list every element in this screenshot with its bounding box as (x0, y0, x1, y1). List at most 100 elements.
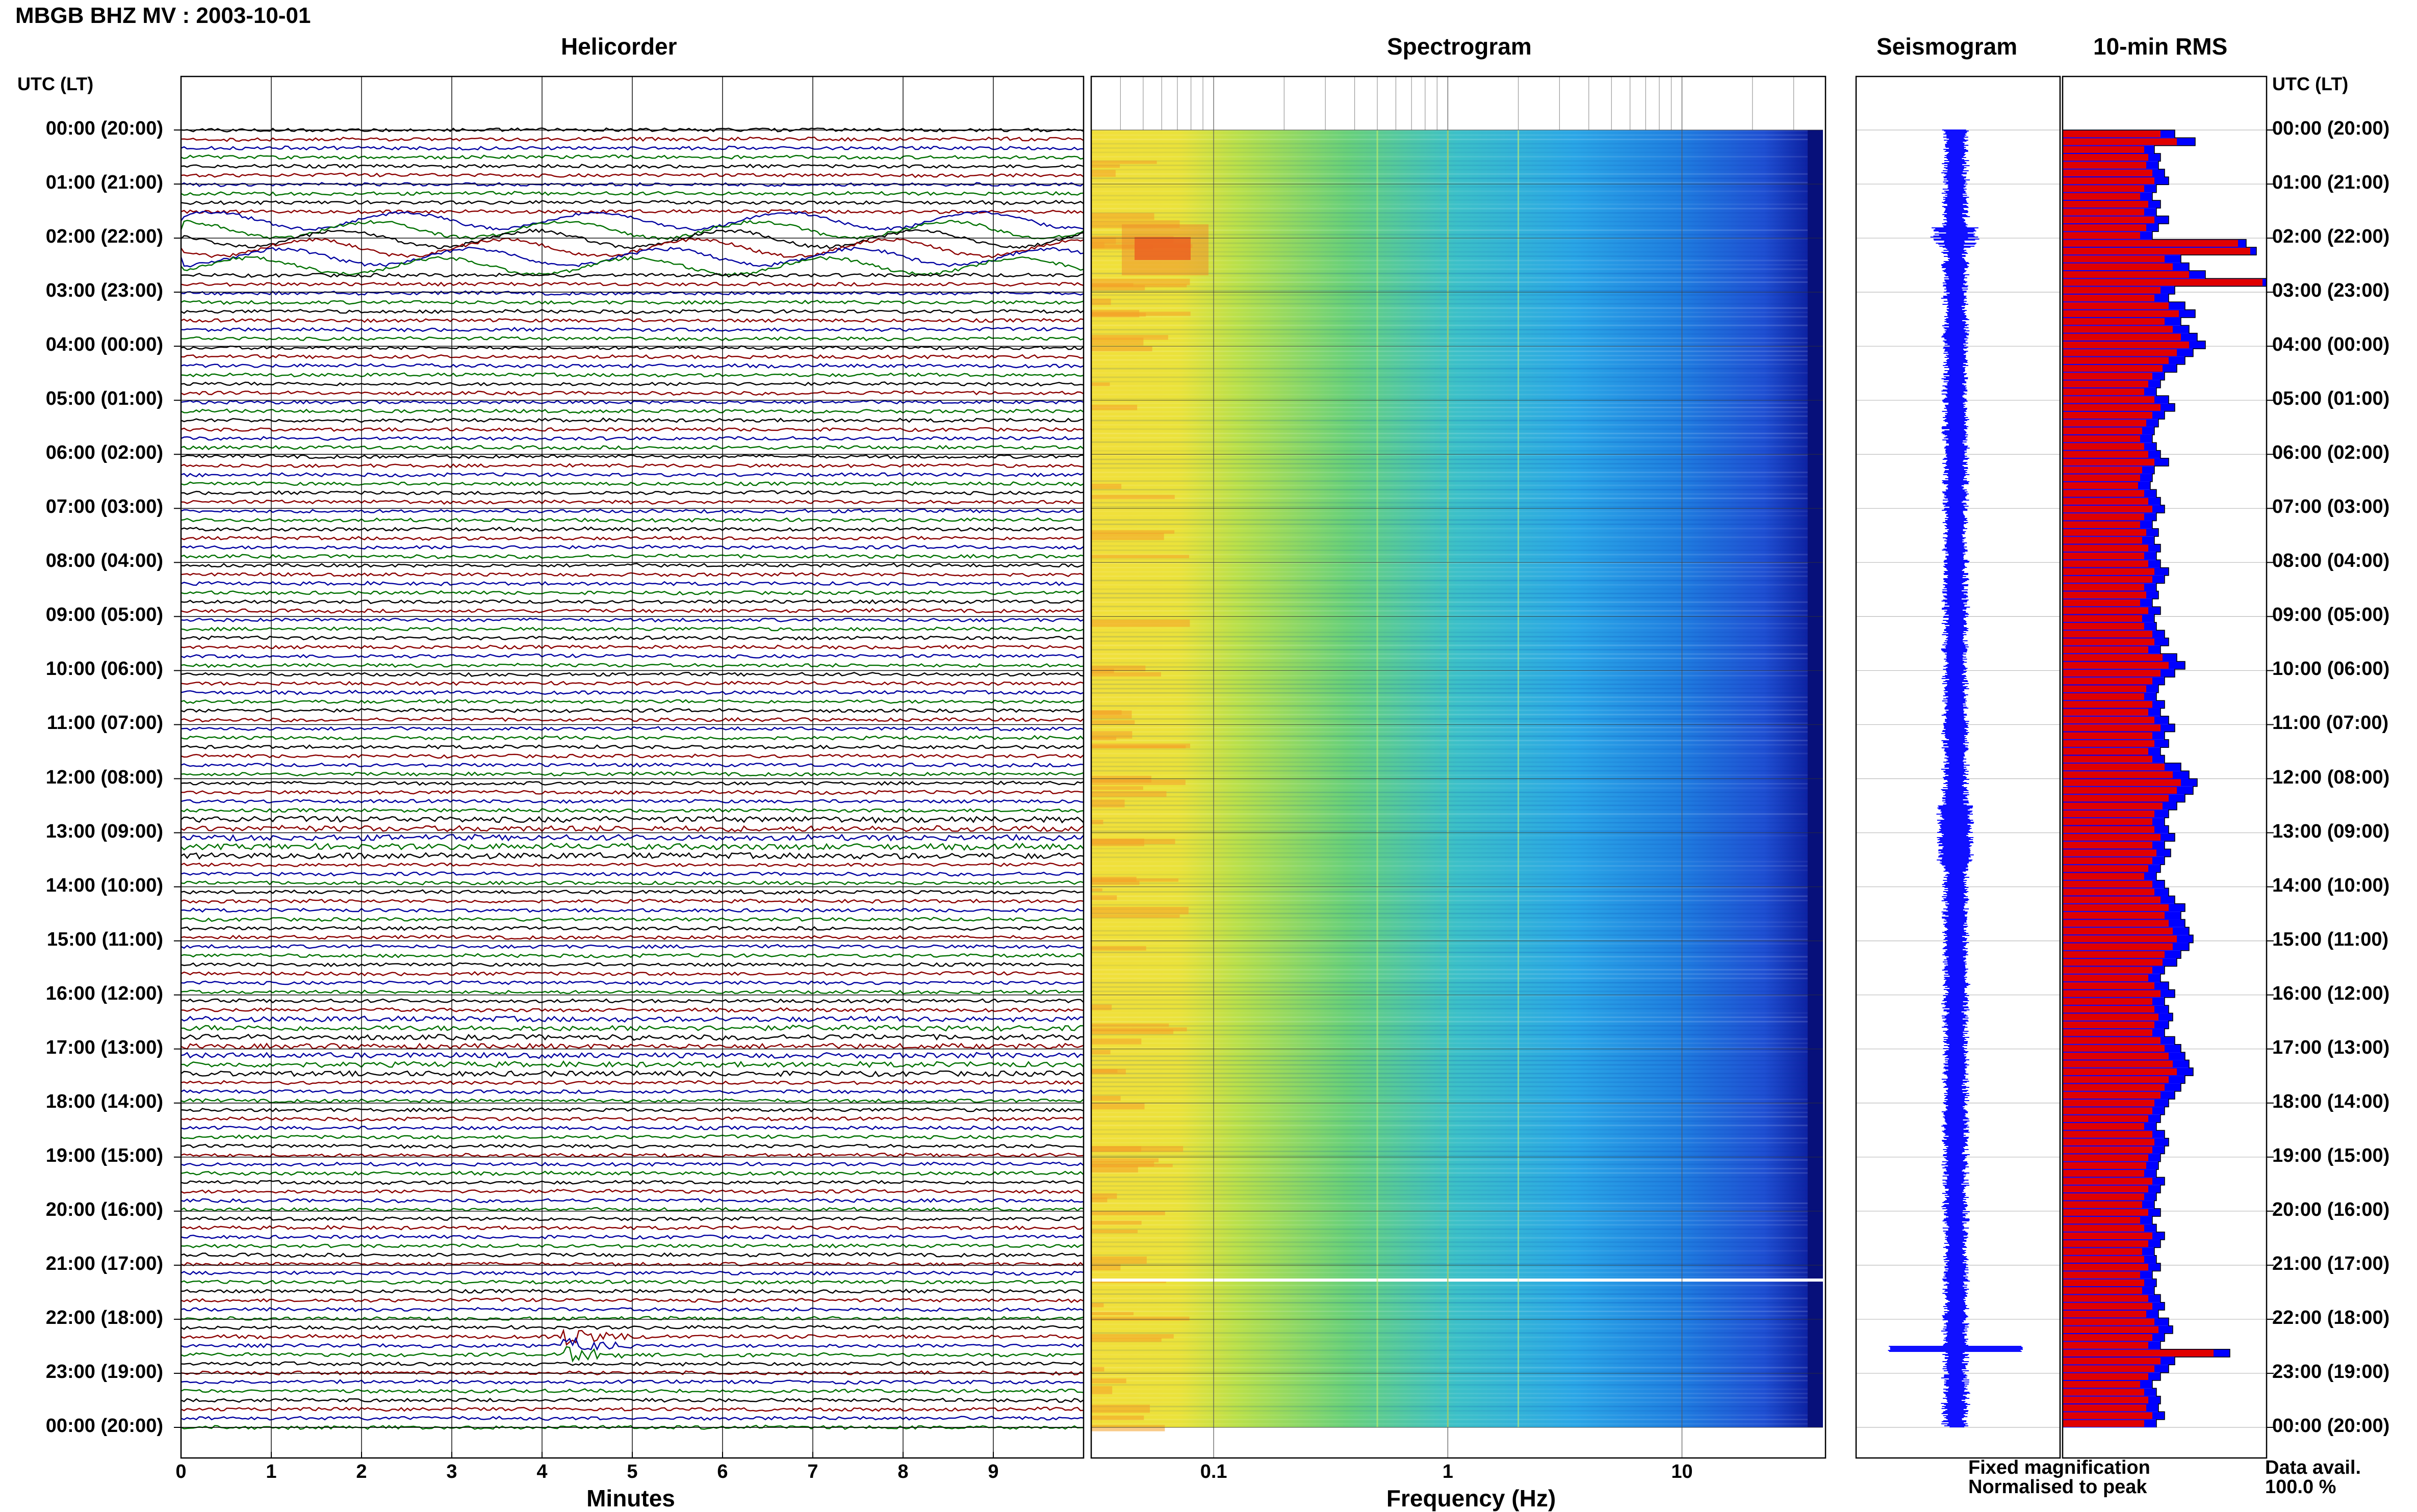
spectrogram-row (1091, 428, 1823, 430)
rms-bar-normalised (2063, 818, 2152, 825)
spectrogram-row (1091, 1388, 1823, 1390)
spectrogram-row (1091, 878, 1823, 880)
rms-bar-normalised (2063, 701, 2152, 708)
rms-bar-normalised (2063, 998, 2152, 1005)
rms-bar-normalised (2063, 943, 2173, 950)
helicorder-x-label: Minutes (586, 1485, 675, 1511)
data-avail-label: Data avail. (2265, 1457, 2361, 1478)
rms-bar-normalised (2063, 622, 2144, 630)
hour-label-right: 14:00 (10:00) (2272, 874, 2390, 896)
rms-bar-normalised (2063, 669, 2161, 677)
hour-label-right: 08:00 (04:00) (2272, 550, 2390, 572)
spectrogram-row (1091, 1142, 1823, 1144)
spectrogram-row (1091, 917, 1823, 919)
spectrogram-row (1091, 355, 1823, 357)
rms-bar-normalised (2063, 599, 2140, 607)
spectrogram-row (1091, 1202, 1823, 1204)
rms-bar-normalised (2063, 1381, 2140, 1388)
rms-bar-normalised (2063, 865, 2148, 872)
rms-bar-normalised (2063, 521, 2140, 528)
spectrogram-hotspot (1091, 880, 1140, 885)
spectrogram-row (1091, 1016, 1823, 1019)
spectrogram-row (1091, 748, 1823, 750)
spectrogram-row (1091, 506, 1823, 508)
spectrogram-row (1091, 398, 1823, 400)
spectrogram-row (1091, 1219, 1823, 1221)
spectrogram-row (1091, 1293, 1823, 1295)
spectrogram-row (1091, 1172, 1823, 1174)
spectrogram-row (1091, 848, 1823, 850)
spectrogram-row (1091, 454, 1823, 456)
rms-bar-normalised (2063, 631, 2152, 638)
spectrogram-row (1091, 238, 1823, 240)
spectrogram-row (1091, 874, 1823, 876)
hour-label-left: 18:00 (14:00) (45, 1090, 163, 1112)
spectrogram-row (1091, 160, 1823, 162)
hour-label-left: 17:00 (13:00) (45, 1036, 163, 1058)
spectrogram-row (1091, 882, 1823, 884)
spectrogram-row (1091, 540, 1823, 542)
spectrogram-row (1091, 229, 1823, 231)
rms-bar-normalised (2063, 724, 2161, 732)
spectrogram-row (1091, 731, 1823, 733)
rms-bar-normalised (2063, 1193, 2144, 1201)
rms-bar-normalised (2063, 748, 2148, 755)
rms-bar-normalised (2063, 1084, 2165, 1091)
spectrogram-row (1091, 186, 1823, 188)
spectrogram-row (1091, 1159, 1823, 1161)
spectrogram-panel (1091, 76, 1825, 1458)
spectrogram-row (1091, 839, 1823, 841)
hour-label-left: 06:00 (02:00) (45, 442, 163, 464)
rms-bar-normalised (2063, 255, 2165, 263)
rms-bar-normalised (2063, 513, 2144, 520)
spectrogram-row (1091, 606, 1823, 608)
spectrogram-row (1091, 294, 1823, 296)
spectrogram-hotspot (1091, 483, 1122, 489)
spectrogram-row (1091, 830, 1823, 832)
hour-label-left: 19:00 (15:00) (45, 1144, 163, 1166)
rms-bar-normalised (2063, 131, 2161, 138)
spectrogram-row (1091, 1306, 1823, 1308)
spectrogram-row (1091, 1012, 1823, 1014)
spectrogram-row (1091, 1099, 1823, 1101)
spectrogram-row (1091, 363, 1823, 366)
spectrogram-row (1091, 566, 1823, 568)
rms-bar-normalised (2063, 795, 2169, 802)
spectrogram-row (1091, 346, 1823, 348)
spectrogram-row (1091, 1003, 1823, 1005)
spectrogram-row (1091, 982, 1823, 984)
spectrogram-hotspot (1091, 1264, 1121, 1271)
rms-bar-normalised (2063, 310, 2179, 317)
spectrogram-row (1091, 722, 1823, 724)
spectrogram-row (1091, 1038, 1823, 1040)
spectrogram-row (1091, 272, 1823, 274)
spectrogram-row (1091, 662, 1823, 664)
spectrogram-row (1091, 930, 1823, 932)
hour-label-right: 10:00 (06:00) (2272, 658, 2390, 680)
spectrogram-hotspot (1091, 779, 1186, 785)
spectrogram-row (1091, 796, 1823, 798)
spectrogram-hotspot (1091, 619, 1190, 627)
spectrogram-row (1091, 1116, 1823, 1118)
spectrogram-row (1091, 1042, 1823, 1044)
spectrogram-hotspot (1091, 1038, 1142, 1045)
seismogram-panel (1856, 76, 2060, 1458)
rms-bar-normalised (2063, 474, 2140, 481)
rms-bar-normalised (2063, 615, 2142, 622)
rms-bar-normalised (2063, 193, 2140, 200)
spectrogram-row (1091, 1064, 1823, 1066)
spectrogram-row (1091, 420, 1823, 422)
hour-label-right: 22:00 (18:00) (2272, 1307, 2390, 1328)
spectrogram-row (1091, 865, 1823, 867)
spectrogram-row (1091, 1419, 1823, 1421)
spectrogram-row (1091, 653, 1823, 655)
spectrogram-row (1091, 1055, 1823, 1057)
spectrogram-row (1091, 307, 1823, 309)
spectrogram-row (1091, 1379, 1823, 1381)
rms-bar-normalised (2063, 568, 2154, 575)
rms-bar-normalised (2063, 1295, 2148, 1302)
data-avail-value: 100.0 % (2265, 1476, 2336, 1498)
spectrogram-row (1091, 618, 1823, 620)
hour-label-left: 21:00 (17:00) (45, 1253, 163, 1274)
rms-bar-normalised (2063, 763, 2165, 771)
